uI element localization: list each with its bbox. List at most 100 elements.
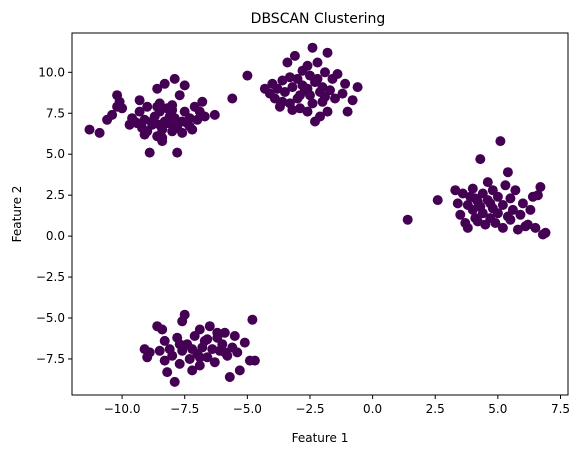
data-point: [287, 105, 298, 115]
data-point: [197, 96, 208, 107]
data-point: [154, 345, 165, 356]
y-tick-label: −7.5: [36, 352, 65, 366]
x-tick-label: −7.5: [170, 402, 199, 416]
data-point: [337, 88, 348, 99]
data-point: [462, 222, 473, 233]
data-point: [492, 208, 503, 219]
data-point: [507, 204, 518, 215]
data-point: [502, 167, 513, 178]
data-point: [472, 216, 483, 227]
data-point: [144, 347, 155, 358]
data-point: [199, 111, 210, 122]
data-point: [287, 82, 298, 93]
data-point: [187, 124, 198, 135]
y-tick-label: 5.0: [46, 147, 65, 161]
data-point: [320, 91, 330, 102]
data-point: [219, 347, 230, 358]
data-point: [157, 132, 168, 143]
data-point: [330, 93, 340, 104]
data-point: [352, 82, 363, 93]
data-point: [482, 177, 493, 188]
data-point: [492, 191, 503, 202]
data-point: [169, 119, 180, 130]
data-point: [167, 350, 178, 361]
data-point: [322, 106, 333, 117]
data-point: [139, 114, 150, 125]
data-points: [84, 42, 551, 387]
data-point: [224, 372, 235, 382]
x-tick-label: 5.0: [488, 402, 507, 416]
y-tick-label: 0.0: [46, 229, 65, 243]
data-point: [217, 339, 228, 350]
y-tick-label: 2.5: [46, 188, 65, 202]
data-point: [159, 335, 170, 346]
data-point: [312, 57, 323, 68]
data-point: [475, 154, 486, 165]
data-point: [192, 114, 203, 125]
data-point: [174, 339, 185, 350]
data-point: [332, 69, 343, 79]
data-point: [497, 222, 508, 233]
x-tick-label: 2.5: [426, 402, 445, 416]
x-tick-label: −5.0: [233, 402, 262, 416]
data-point: [134, 95, 145, 106]
data-point: [540, 227, 551, 238]
data-point: [162, 367, 173, 378]
data-point: [312, 73, 323, 84]
data-point: [247, 314, 258, 325]
data-point: [450, 185, 461, 196]
data-point: [530, 222, 541, 233]
data-point: [347, 95, 358, 106]
data-point: [322, 47, 333, 58]
data-point: [144, 147, 155, 158]
data-point: [477, 208, 488, 219]
data-point: [194, 360, 205, 371]
data-point: [174, 358, 185, 369]
data-point: [340, 78, 351, 89]
data-point: [169, 376, 180, 387]
x-tick-label: 0.0: [363, 402, 382, 416]
data-point: [505, 193, 516, 204]
data-point: [277, 96, 288, 107]
data-point: [317, 82, 328, 93]
data-point: [202, 352, 213, 363]
data-point: [497, 200, 508, 210]
data-point: [157, 324, 168, 335]
x-tick-label: −10.0: [104, 402, 141, 416]
data-point: [457, 188, 468, 199]
data-point: [522, 219, 533, 230]
data-point: [147, 116, 158, 127]
data-point: [177, 127, 188, 138]
data-point: [525, 204, 536, 215]
data-point: [517, 198, 528, 209]
data-point: [239, 337, 250, 348]
data-point: [204, 321, 215, 332]
data-point: [219, 327, 230, 338]
data-point: [485, 198, 496, 209]
data-point: [172, 147, 183, 158]
data-point: [227, 93, 238, 104]
y-tick-label: 10.0: [38, 65, 65, 79]
data-point: [302, 60, 313, 71]
data-point: [142, 101, 153, 112]
data-point: [500, 180, 511, 191]
x-tick-label: 7.5: [551, 402, 570, 416]
data-point: [179, 80, 190, 91]
data-point: [249, 355, 260, 366]
data-point: [242, 70, 253, 81]
data-point: [269, 93, 280, 104]
data-point: [159, 355, 170, 366]
y-axis: −7.5 −5.0 −2.5 0.0 2.5 5.0 7.5 10.0: [36, 65, 72, 366]
data-point: [467, 183, 478, 194]
data-point: [209, 357, 220, 368]
y-axis-label: Feature 2: [10, 186, 24, 243]
data-point: [187, 344, 198, 355]
data-point: [470, 193, 481, 204]
data-point: [532, 190, 543, 201]
data-point: [152, 83, 163, 94]
data-point: [302, 106, 313, 117]
data-point: [194, 324, 205, 335]
data-point: [307, 42, 318, 53]
